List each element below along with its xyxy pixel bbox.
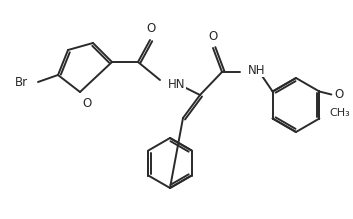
Text: HN: HN <box>168 78 185 92</box>
Text: NH: NH <box>248 64 265 76</box>
Text: O: O <box>82 97 91 110</box>
Text: CH₃: CH₃ <box>329 108 350 118</box>
Text: O: O <box>146 22 156 35</box>
Text: O: O <box>335 88 344 101</box>
Text: O: O <box>208 30 218 43</box>
Text: Br: Br <box>15 76 28 88</box>
